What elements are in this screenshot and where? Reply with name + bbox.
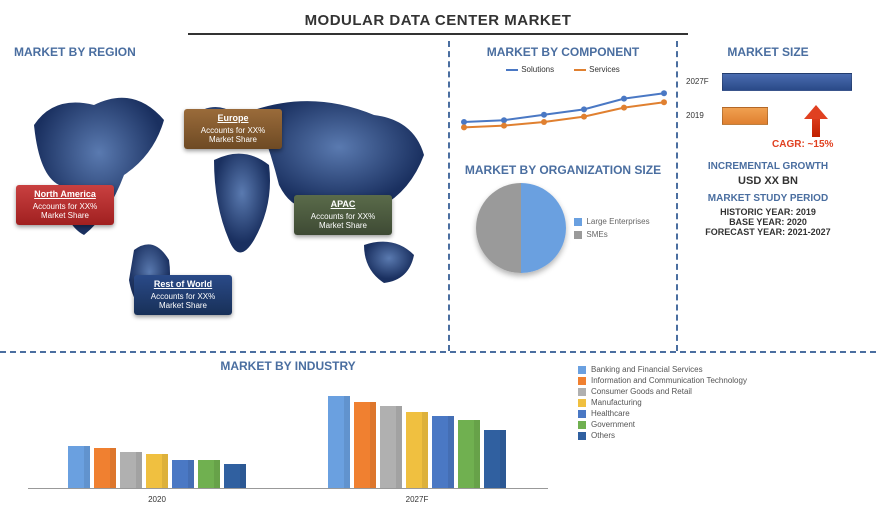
legend-item: Manufacturing xyxy=(578,398,868,407)
market-size-bars: 2027F 2019 CAGR: ~15% xyxy=(684,65,852,155)
legend-services: Services xyxy=(574,65,620,74)
bar xyxy=(146,454,168,488)
industry-legend: Banking and Financial Services Informatio… xyxy=(568,359,868,503)
world-map: North AmericaAccounts for XX% Market Sha… xyxy=(14,65,444,325)
info-block: INCREMENTAL GROWTH USD XX BN MARKET STUD… xyxy=(684,161,852,237)
page-title: MODULAR DATA CENTER MARKET xyxy=(248,8,628,35)
legend-item: Consumer Goods and Retail xyxy=(578,387,868,396)
bar xyxy=(484,430,506,488)
swatch-icon xyxy=(578,377,586,385)
region-panel: MARKET BY REGION North AmericaAccounts f… xyxy=(8,41,448,351)
bar xyxy=(172,460,194,488)
bar xyxy=(94,448,116,488)
incremental-value: USD XX BN xyxy=(684,175,852,187)
bar xyxy=(380,406,402,488)
bar xyxy=(198,460,220,488)
swatch-icon xyxy=(578,410,586,418)
size-panel: MARKET SIZE 2027F 2019 CAGR: ~15% INCREM… xyxy=(678,41,858,351)
region-title: MARKET BY REGION xyxy=(14,45,442,59)
component-title: MARKET BY COMPONENT xyxy=(456,45,670,59)
legend-item: Banking and Financial Services xyxy=(578,365,868,374)
cagr-text: CAGR: ~15% xyxy=(772,139,833,150)
pie-chart xyxy=(476,183,566,273)
legend-item: Government xyxy=(578,420,868,429)
bar xyxy=(120,452,142,488)
org-title: MARKET BY ORGANIZATION SIZE xyxy=(456,163,670,177)
group-label: 2020 xyxy=(68,495,246,504)
bar-2027 xyxy=(722,73,852,91)
swatch-icon xyxy=(578,421,586,429)
swatch-icon xyxy=(578,399,586,407)
top-panels: MARKET BY REGION North AmericaAccounts f… xyxy=(0,41,876,351)
bar xyxy=(354,402,376,488)
bar xyxy=(432,416,454,488)
swatch-icon xyxy=(578,366,586,374)
swatch-large-ent xyxy=(574,218,582,226)
size-title: MARKET SIZE xyxy=(684,45,852,59)
bar-label-2019: 2019 xyxy=(686,111,704,120)
legend-item: Healthcare xyxy=(578,409,868,418)
bar xyxy=(328,396,350,488)
base-year: BASE YEAR: 2020 xyxy=(684,217,852,227)
bar-2019 xyxy=(722,107,768,125)
callout-europe: EuropeAccounts for XX% Market Share xyxy=(184,109,282,149)
bar-label-2027: 2027F xyxy=(686,77,709,86)
swatch-icon xyxy=(578,432,586,440)
bar xyxy=(224,464,246,488)
bar xyxy=(68,446,90,488)
cagr-arrow-icon xyxy=(804,105,828,137)
component-panel: MARKET BY COMPONENT Solutions Services M… xyxy=(448,41,678,351)
study-title: MARKET STUDY PERIOD xyxy=(684,193,852,204)
industry-title: MARKET BY INDUSTRY xyxy=(8,359,568,373)
industry-panel: MARKET BY INDUSTRY 20202027F Banking and… xyxy=(0,351,876,509)
callout-rest-of-world: Rest of WorldAccounts for XX% Market Sha… xyxy=(134,275,232,315)
bar xyxy=(458,420,480,488)
forecast-year: FORECAST YEAR: 2021-2027 xyxy=(684,227,852,237)
line-chart: Solutions Services xyxy=(456,65,670,155)
legend-item: Others xyxy=(578,431,868,440)
bar xyxy=(406,412,428,488)
historic-year: HISTORIC YEAR: 2019 xyxy=(684,207,852,217)
legend-solutions: Solutions xyxy=(506,65,554,74)
line-chart-svg xyxy=(456,78,672,148)
swatch-icon xyxy=(578,388,586,396)
pie-legend: Large Enterprises SMEs xyxy=(574,213,649,243)
legend-item: Information and Communication Technology xyxy=(578,376,868,385)
incremental-title: INCREMENTAL GROWTH xyxy=(684,161,852,172)
group-label: 2027F xyxy=(328,495,506,504)
callout-apac: APACAccounts for XX% Market Share xyxy=(294,195,392,235)
industry-bar-chart: 20202027F xyxy=(28,379,548,489)
swatch-smes xyxy=(574,231,582,239)
callout-north-america: North AmericaAccounts for XX% Market Sha… xyxy=(16,185,114,225)
